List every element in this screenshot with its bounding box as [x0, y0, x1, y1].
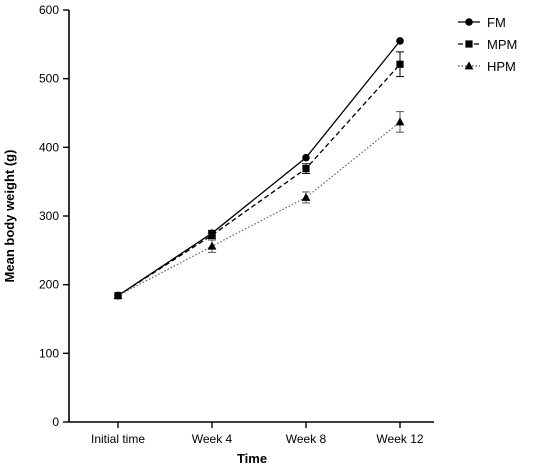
series-layer [113, 37, 405, 300]
legend-label-mpm: MPM [487, 37, 517, 52]
x-tick-label: Week 8 [286, 432, 327, 446]
legend-item-hpm: HPM [458, 59, 516, 74]
y-tick-label: 300 [39, 209, 59, 223]
data-point-fm [396, 37, 404, 45]
x-tick-label: Week 12 [376, 432, 423, 446]
x-tick-label: Week 4 [192, 432, 233, 446]
series-line-hpm [117, 121, 401, 297]
data-point-mpm [396, 60, 404, 68]
legend-label-fm: FM [487, 15, 506, 30]
legend-label-hpm: HPM [487, 59, 516, 74]
data-point-hpm [395, 117, 405, 126]
y-tick-label: 200 [39, 278, 59, 292]
x-ticks: Initial time Week 4 Week 8 Week 12 [91, 422, 424, 446]
y-axis-title: Mean body weight (g) [2, 150, 17, 283]
y-tick-label: 600 [39, 3, 59, 17]
x-tick-label: Initial time [91, 432, 145, 446]
data-point-hpm [113, 291, 123, 300]
series-line-mpm [117, 63, 401, 297]
axes [68, 10, 434, 423]
legend-marker-fm [465, 18, 473, 26]
legend-marker-mpm [465, 40, 473, 48]
series-fm [114, 37, 404, 300]
series-hpm [113, 111, 405, 300]
y-tick-label: 500 [39, 72, 59, 86]
data-point-hpm [207, 241, 217, 250]
data-point-mpm [208, 231, 216, 239]
legend: FM MPM HPM [458, 15, 517, 74]
y-tick-label: 0 [52, 415, 59, 429]
legend-item-mpm: MPM [458, 37, 517, 52]
data-point-mpm [302, 165, 310, 173]
y-ticks: 0 100 200 300 400 500 600 [39, 3, 69, 429]
series-line-fm [117, 40, 401, 297]
data-point-hpm [301, 192, 311, 201]
data-point-fm [302, 153, 310, 162]
legend-item-fm: FM [458, 15, 506, 30]
legend-marker-hpm [464, 61, 474, 70]
y-tick-label: 100 [39, 346, 59, 360]
y-tick-label: 400 [39, 140, 59, 154]
x-axis-title: Time [237, 451, 267, 466]
